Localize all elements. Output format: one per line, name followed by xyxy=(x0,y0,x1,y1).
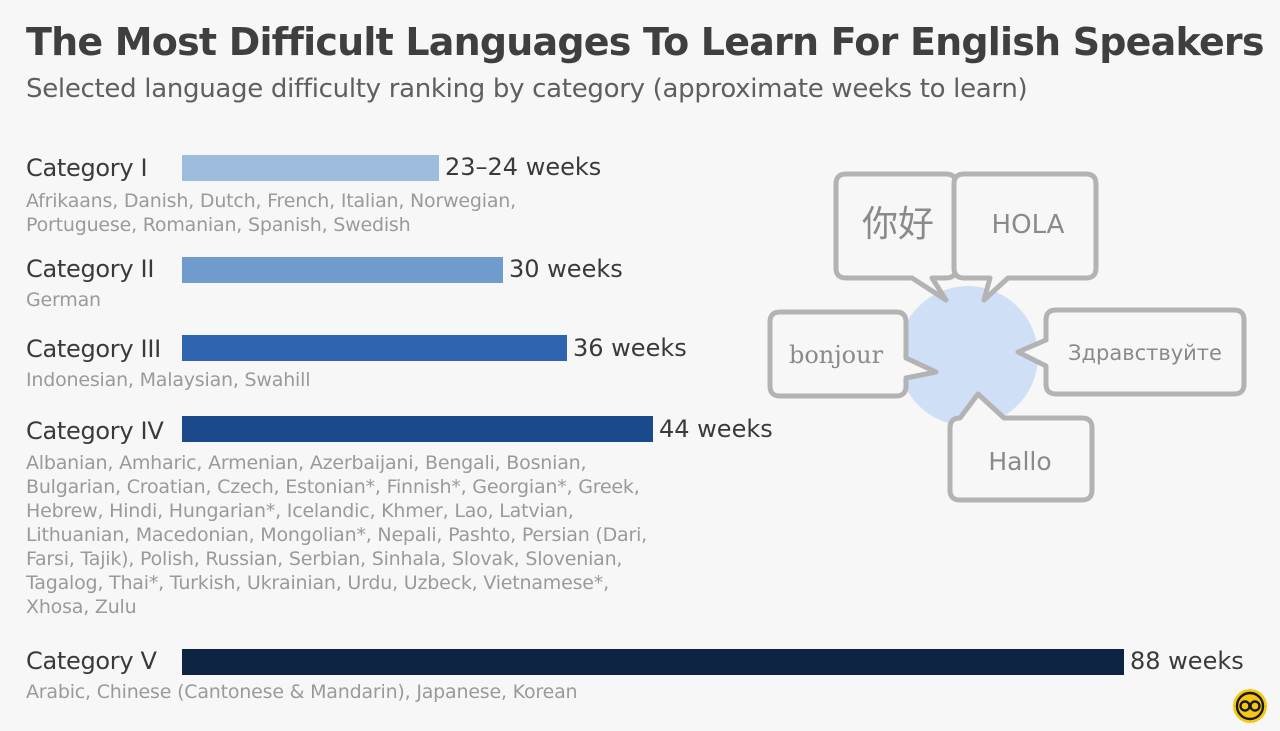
bar-value-label: 36 weeks xyxy=(573,334,687,362)
category-languages: Albanian, Amharic, Armenian, Azerbaijani… xyxy=(26,452,648,618)
category-languages: Arabic, Chinese (Cantonese & Mandarin), … xyxy=(26,681,578,703)
category-languages: Indonesian, Malaysian, Swahill xyxy=(26,369,311,391)
category-label: Category II xyxy=(26,255,155,283)
chart-subtitle: Selected language difficulty ranking by … xyxy=(26,74,1028,104)
bar-category-2 xyxy=(182,257,503,283)
center-circle xyxy=(898,286,1038,426)
brand-logo-icon xyxy=(1233,689,1267,723)
bar-value-label: 23–24 weeks xyxy=(445,153,602,181)
greeting-russian: Здравствуйте xyxy=(1068,341,1222,365)
category-languages: Afrikaans, Danish, Dutch, French, Italia… xyxy=(26,190,516,236)
category-languages: German xyxy=(26,289,101,311)
category-label: Category V xyxy=(26,647,157,675)
bar-category-3 xyxy=(182,335,567,361)
bar-value-label: 88 weeks xyxy=(1130,647,1244,675)
greeting-spanish: HOLA xyxy=(992,210,1065,240)
bar-category-5 xyxy=(182,649,1124,675)
bar-category-4 xyxy=(182,416,653,442)
bar-value-label: 30 weeks xyxy=(509,255,623,283)
category-label: Category III xyxy=(26,335,161,363)
bar-category-1 xyxy=(182,155,439,181)
bar-value-label: 44 weeks xyxy=(659,415,773,443)
greeting-chinese: 你好 xyxy=(862,204,934,245)
speech-bubble-spanish xyxy=(951,171,1099,303)
speech-bubble-german xyxy=(947,391,1095,503)
greeting-german: Hallo xyxy=(988,447,1051,476)
category-label: Category I xyxy=(26,154,148,182)
category-label: Category IV xyxy=(26,417,164,445)
chart-title: The Most Difficult Languages To Learn Fo… xyxy=(26,20,1264,64)
speech-bubble-russian xyxy=(1015,307,1247,397)
speech-bubble-french xyxy=(767,309,939,399)
speech-bubbles-illustration: 你好 HOLA bonjour Здравствуйте Hallo xyxy=(767,171,1247,503)
greeting-french: bonjour xyxy=(789,341,884,369)
